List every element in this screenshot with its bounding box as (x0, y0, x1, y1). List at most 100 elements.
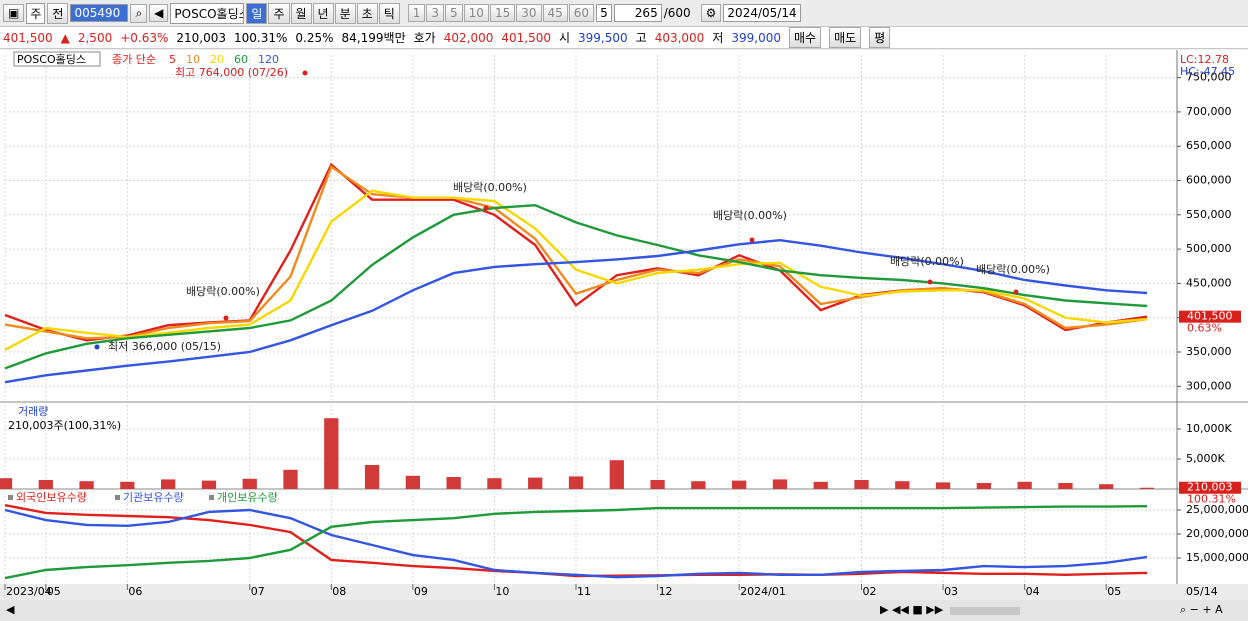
x-tick-label: 08 (332, 585, 346, 598)
name-tag-box (13, 51, 101, 67)
volume-bar (568, 476, 584, 489)
x-tick-label: 11 (577, 585, 591, 598)
x-tick-label: 04 (1026, 585, 1040, 598)
y-tick-label: 300,000 (1186, 379, 1232, 392)
annotation-arrow (927, 279, 933, 285)
bid-label: 호가 (413, 31, 436, 45)
annotation: 배당락(0.00%) (976, 263, 1050, 276)
series-line (4, 203, 1148, 370)
y-tick-label: 15,000,000 (1186, 551, 1248, 564)
annotation: 배당락(0.00%) (186, 285, 260, 298)
scroll-controls[interactable]: ▶ ◀◀ ■ ▶▶ (880, 603, 944, 616)
interval-button[interactable]: 15 (489, 4, 516, 22)
interval-input[interactable]: 5 (596, 4, 612, 22)
interval-button[interactable]: 5 (445, 4, 463, 22)
market-select[interactable]: 주 (26, 2, 46, 24)
volume-bar (732, 480, 747, 489)
count-input[interactable]: 265 (613, 4, 662, 22)
search[interactable]: ⌕ (130, 3, 148, 23)
period-button[interactable]: 일 (246, 2, 268, 24)
scrollbar[interactable] (0, 600, 1248, 621)
volume-bar (854, 480, 869, 489)
legend-swatch (8, 495, 13, 500)
prev-button[interactable]: 전 (47, 2, 69, 24)
axis-bg (1177, 50, 1248, 600)
x-axis-bg (0, 584, 1248, 600)
volume-bar (528, 477, 543, 489)
interval-button[interactable]: 30 (516, 4, 542, 22)
x-tick-label: 02 (863, 585, 877, 598)
x-tick-label: 06 (128, 585, 142, 598)
volume-bar (161, 479, 176, 489)
volume-bar (1058, 483, 1073, 489)
hc-label: HC:-47.45 (1180, 65, 1235, 78)
annotation-arrow (749, 237, 755, 243)
period-button[interactable]: 년 (312, 2, 334, 24)
x-end-label: 05/14 (1186, 585, 1218, 598)
y-tick-label: 20,000,000 (1186, 527, 1248, 540)
turnover: 0.25% (295, 30, 334, 45)
high: 403,000 (654, 30, 705, 45)
interval-button[interactable]: 3 (426, 4, 445, 22)
scroll-thumb[interactable] (950, 607, 1020, 615)
volume-bar (283, 469, 298, 489)
series-line (4, 238, 1148, 384)
sound[interactable]: ◀ (149, 4, 169, 22)
volume-bar (1017, 481, 1032, 489)
x-tick-label: 03 (944, 585, 958, 598)
last-label: 210,003 (1187, 481, 1233, 494)
interval-button[interactable]: 60 (568, 4, 595, 22)
y-tick-label: 450,000 (1186, 276, 1232, 289)
legend-swatch (115, 495, 120, 500)
date-input[interactable]: 2024/05/14 (723, 4, 801, 22)
volume-bar (120, 481, 135, 489)
interval-button[interactable]: 1 (407, 4, 426, 22)
high-label: 고 (635, 31, 647, 45)
annotation-arrow (483, 205, 489, 211)
volume-bar (79, 481, 94, 489)
volume-bar (1139, 487, 1155, 489)
interval-button[interactable]: 10 (463, 4, 489, 22)
period-button[interactable]: 분 (334, 2, 356, 24)
y-tick-label: 350,000 (1186, 345, 1232, 358)
change-label: 0.63% (1187, 322, 1222, 335)
scroll-left[interactable]: ◀ (6, 603, 15, 616)
menu-icon[interactable]: ▣ (3, 4, 25, 22)
ask: 402,000 (443, 30, 494, 45)
period-button[interactable]: 월 (290, 2, 312, 24)
code-input[interactable]: 005490 (70, 4, 129, 22)
avg-button[interactable]: 평 (869, 27, 891, 48)
last-label: 401,500 (1187, 310, 1233, 323)
period-button[interactable]: 틱 (378, 2, 400, 24)
subtitle: 종가 단순 (112, 53, 156, 66)
y-tick-label: 750,000 (1186, 71, 1232, 84)
zoom-controls[interactable]: ⌕ − + A (1180, 603, 1223, 616)
volume-bar (0, 478, 13, 489)
name-tag: POSCO홀딩스 (17, 53, 86, 66)
count-max: /600 (663, 6, 691, 20)
amount: 84,199백만 (341, 31, 406, 45)
annotation-arrow (302, 70, 308, 76)
annotation-arrow (1013, 289, 1019, 295)
period-button[interactable]: 주 (268, 2, 290, 24)
volume-bar (324, 418, 339, 489)
rate: +0.63% (120, 30, 169, 45)
volume-bar (609, 460, 624, 489)
lc-label: LC:12.78 (1180, 53, 1229, 66)
tool-button[interactable]: ⚙ (700, 4, 722, 22)
period-button[interactable]: 초 (356, 2, 378, 24)
volume-bar (935, 482, 951, 489)
annotation: 최저 366,000 (05/15) (108, 340, 221, 353)
price: 401,500 (3, 30, 53, 45)
annotation: 배당락(0.00%) (713, 209, 787, 222)
legend-entry: 기관보유수량 (123, 491, 184, 504)
quote-bar: 401,500 ▲ 2,500 +0.63% 210,003 100.31% 0… (0, 27, 1248, 49)
y-tick-label: 500,000 (1186, 242, 1232, 255)
sell-button[interactable]: 매도 (829, 27, 862, 48)
buy-button[interactable]: 매수 (788, 27, 822, 48)
interval-button[interactable]: 45 (542, 4, 568, 22)
volume-bar (446, 477, 461, 489)
annotation: 배당락(0.00%) (890, 255, 964, 268)
